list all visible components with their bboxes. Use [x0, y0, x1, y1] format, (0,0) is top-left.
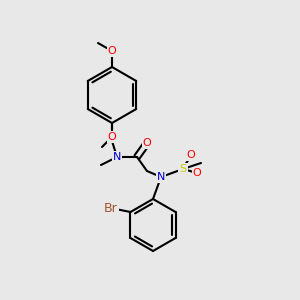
Text: O: O	[108, 132, 116, 142]
Text: O: O	[193, 168, 201, 178]
Text: S: S	[179, 164, 187, 174]
Text: O: O	[108, 46, 116, 56]
Text: O: O	[187, 150, 195, 160]
Text: Br: Br	[103, 202, 117, 214]
Text: N: N	[113, 152, 121, 162]
Text: O: O	[142, 138, 152, 148]
Text: N: N	[157, 172, 165, 182]
